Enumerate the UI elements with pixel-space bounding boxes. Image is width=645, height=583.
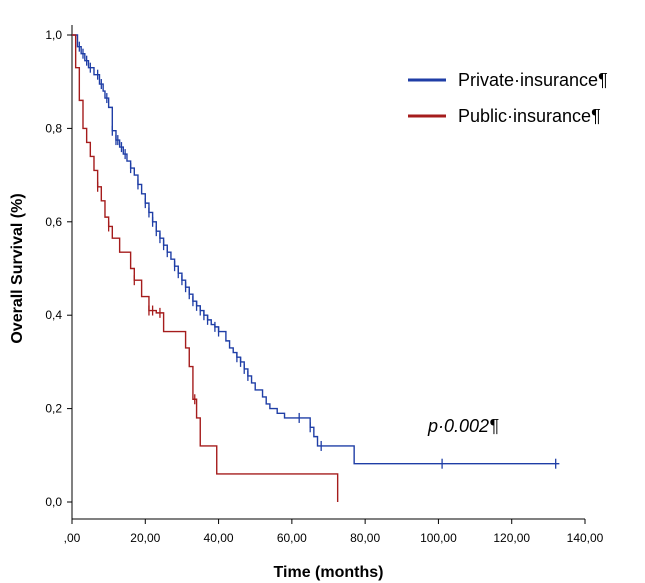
x-tick-label: 40,00 xyxy=(204,531,234,545)
x-tick-label: 20,00 xyxy=(130,531,160,545)
x-tick-label: 100,00 xyxy=(420,531,457,545)
legend-label-0: Private·insurance¶ xyxy=(458,70,608,90)
legend: Private·insurance¶ Public·insurance¶ xyxy=(408,70,608,126)
y-tick-label: 0,6 xyxy=(45,215,62,229)
y-tick-label: 0,8 xyxy=(45,121,62,135)
series-line-0 xyxy=(72,34,560,465)
y-tick-label: 1,0 xyxy=(45,28,62,42)
x-tick-label: 80,00 xyxy=(350,531,380,545)
y-tick-label: 0,2 xyxy=(45,402,62,416)
x-tick-label: 60,00 xyxy=(277,531,307,545)
chart-axes: ,00 20,00 40,00 60,00 80,00 100,00 120,00 140,0… xyxy=(45,25,604,545)
y-tick-label: 0,0 xyxy=(45,495,62,509)
x-tick-label: 140,00 xyxy=(567,531,604,545)
legend-label-1: Public·insurance¶ xyxy=(458,106,601,126)
x-tick-label: 120,00 xyxy=(493,531,530,545)
series-line-1 xyxy=(72,34,339,502)
y-tick-label: 0,4 xyxy=(45,308,62,322)
p-value-annotation: p·0.002¶ xyxy=(427,416,499,436)
x-axis-title: Time (months) xyxy=(274,564,384,581)
y-axis-title: Overall Survival (%) xyxy=(9,193,26,343)
series-layer xyxy=(72,34,560,502)
x-tick-label: ,00 xyxy=(64,531,81,545)
